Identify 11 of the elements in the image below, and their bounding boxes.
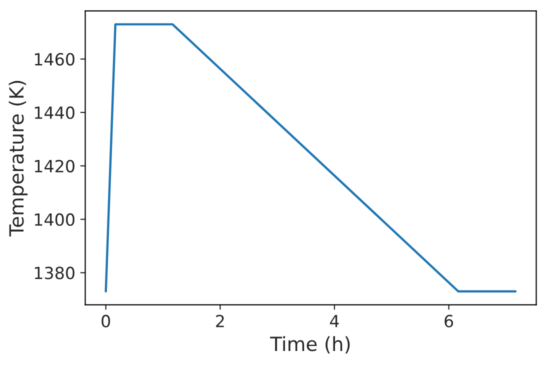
y-axis-title: Temperature (K) [8, 80, 28, 237]
x-axis-title: Time (h) [270, 336, 350, 354]
y-tick-label: 1400 [34, 213, 74, 226]
y-tick-label: 1380 [34, 266, 74, 280]
x-tick-label: 4 [330, 315, 339, 328]
y-tick-label: 1440 [34, 106, 74, 120]
x-tick-label: 0 [102, 314, 110, 328]
y-tick-label: 1460 [34, 52, 74, 66]
x-tick-label: 6 [444, 314, 454, 328]
y-tick-label: 1420 [34, 160, 74, 172]
x-tick-label: 2 [216, 314, 224, 328]
